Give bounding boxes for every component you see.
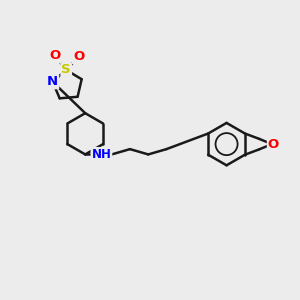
Text: NH: NH <box>92 148 111 161</box>
Text: S: S <box>61 64 71 76</box>
Text: O: O <box>268 138 279 151</box>
Text: N: N <box>47 75 58 88</box>
Text: O: O <box>50 49 61 62</box>
Text: O: O <box>73 50 84 63</box>
